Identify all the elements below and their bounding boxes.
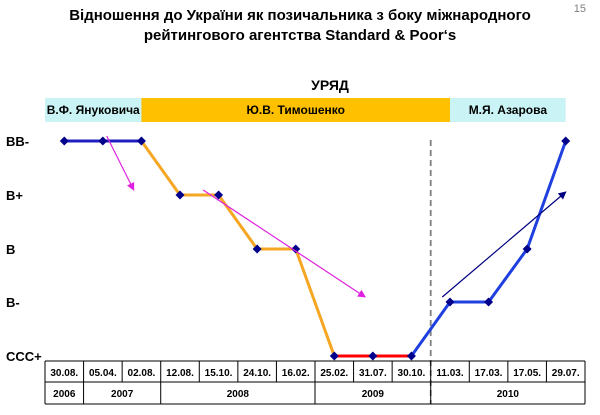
y-tick-label: B- [6,295,20,310]
title-line-1: Відношення до України як позичальника з … [69,7,531,24]
government-band [450,98,566,122]
x-tick-label: 29.07. [552,368,580,379]
x-tick-label: 30.08. [50,368,78,379]
government-label: УРЯД [311,77,349,93]
x-tick-label: 12.08. [166,368,194,379]
rating-line-segment [410,140,568,357]
y-tick-label: B+ [6,188,23,203]
data-point-marker [561,136,571,146]
data-point-marker [214,190,224,200]
data-point-marker [175,190,185,200]
government-band-label: М.Я. Азарова [469,103,548,117]
x-tick-label: 17.05. [513,368,541,379]
data-point-marker [445,297,455,307]
government-band-label: В.Ф. Януковича [47,103,140,117]
page-number: 15 [573,3,586,15]
data-point-marker [291,244,301,254]
data-point-marker [368,351,378,361]
y-tick-label: B [6,242,15,257]
x-tick-label: 02.08. [128,368,156,379]
x-tick-label: 25.02. [320,368,348,379]
year-label: 2010 [497,389,520,400]
x-tick-label: 16.02. [282,368,310,379]
x-tick-label: 15.10. [205,368,233,379]
title-line-2: рейтингового агентства Standard & Poor‘s [143,27,457,44]
x-tick-label: 30.10. [398,368,426,379]
x-tick-label: 31.07. [359,368,387,379]
data-point-marker [136,136,146,146]
data-point-marker [252,244,262,254]
data-point-marker [406,351,416,361]
data-point-marker [484,297,494,307]
x-tick-label: 24.10. [243,368,271,379]
trend-arrow [202,189,366,298]
rating-line-segment [140,140,336,357]
trend-arrow [106,135,135,191]
x-tick-label: 11.03. [436,368,463,379]
year-label: 2006 [53,389,76,400]
data-point-marker [98,136,108,146]
government-band-label: Ю.В. Тимошенко [246,103,344,117]
x-tick-label: 17.03. [475,368,503,379]
trend-arrow [441,191,567,298]
data-point-marker [59,136,69,146]
chart-title: Відношення до України як позичальника з … [0,6,600,46]
year-label: 2007 [111,389,134,400]
y-tick-label: BB- [6,134,29,149]
year-label: 2009 [362,389,385,400]
data-point-marker [329,351,339,361]
government-band [141,98,450,122]
year-label: 2008 [227,389,250,400]
x-tick-label: 05.04. [89,368,117,379]
y-tick-label: CCC+ [6,349,42,364]
government-band [45,98,142,122]
data-point-marker [522,244,532,254]
